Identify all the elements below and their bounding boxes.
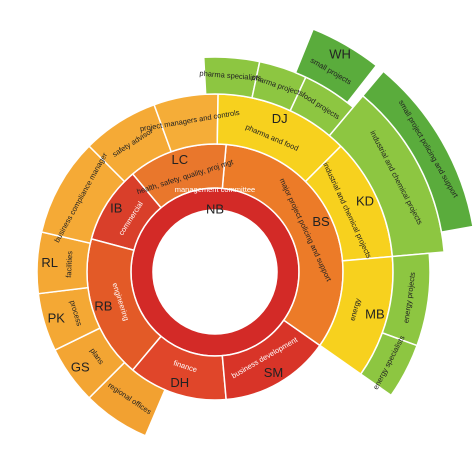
segment-code: SM [264, 365, 284, 380]
segment-code: RL [41, 255, 58, 270]
segment [294, 28, 378, 104]
segment-code: KD [356, 193, 374, 208]
segment-code: WH [329, 47, 351, 62]
segment-code: DJ [272, 111, 288, 126]
segment [359, 331, 418, 397]
segment-code: NB [206, 201, 224, 216]
segment-code: DH [170, 375, 189, 390]
segment-code: MB [365, 306, 385, 321]
segment [221, 319, 321, 401]
segment-code: GS [71, 360, 90, 375]
segment-code: PK [48, 310, 66, 325]
segment-code: RB [94, 299, 112, 314]
segment [361, 70, 474, 233]
segment-code: BS [312, 214, 330, 229]
segment-label: management committee [175, 185, 255, 194]
segment-label: facilities [64, 251, 74, 278]
segment-code: LC [172, 152, 189, 167]
segment-code: IB [110, 201, 122, 216]
